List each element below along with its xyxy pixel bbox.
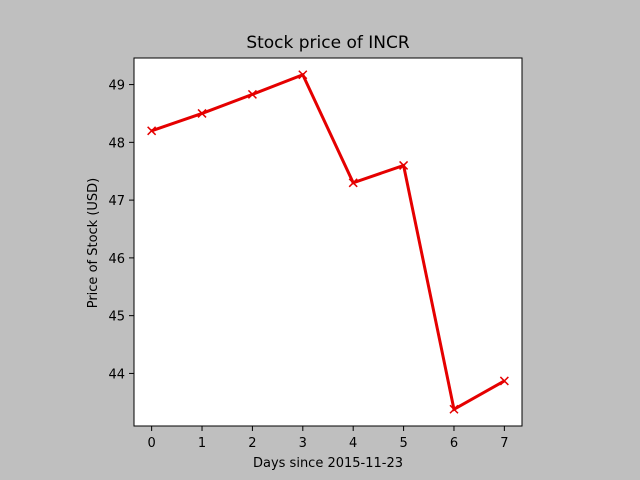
data-point-marker <box>247 89 257 99</box>
data-point-marker <box>399 160 409 170</box>
data-point-marker <box>197 108 207 118</box>
x-tick-label: 1 <box>198 436 206 451</box>
y-axis: 44 45 46 47 48 49 <box>108 79 134 382</box>
data-point-marker <box>298 70 308 80</box>
x-tick-label: 5 <box>399 436 407 451</box>
y-axis-label: Price of Stock (USD) <box>86 178 101 309</box>
x-tick-label: 6 <box>450 436 458 451</box>
y-tick-label: 44 <box>108 367 125 382</box>
plot-area <box>133 57 523 427</box>
x-tick-label: 4 <box>349 436 357 451</box>
y-tick-label: 49 <box>108 79 125 94</box>
x-tick-label: 3 <box>299 436 307 451</box>
x-tick-label: 2 <box>248 436 256 451</box>
x-tick-label: 7 <box>500 436 508 451</box>
price-line <box>151 72 506 412</box>
x-axis-label: Days since 2015-11-23 <box>253 456 403 471</box>
y-tick-label: 45 <box>108 310 125 325</box>
data-point-marker <box>449 404 459 414</box>
x-axis: 0 1 2 3 4 5 6 7 <box>147 426 509 451</box>
y-tick-label: 48 <box>108 136 125 151</box>
chart-title: Stock price of INCR <box>246 33 410 53</box>
data-point-marker <box>348 178 358 188</box>
y-tick-label: 47 <box>108 194 125 209</box>
x-tick-label: 0 <box>147 436 155 451</box>
data-point-marker <box>499 376 509 386</box>
data-point-marker <box>147 126 157 136</box>
series-layer <box>147 70 509 414</box>
y-tick-label: 46 <box>108 252 125 267</box>
